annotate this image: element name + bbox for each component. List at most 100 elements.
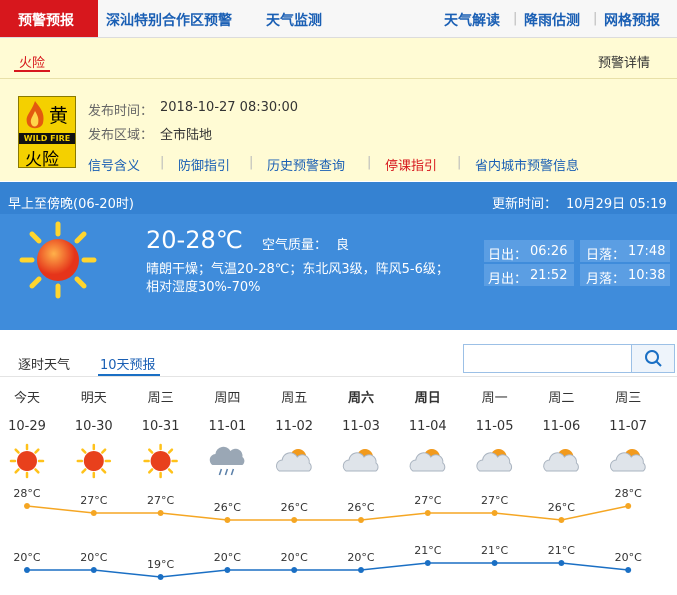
temp-point [157, 574, 164, 580]
weather-icon [143, 443, 178, 479]
temp-line [26, 505, 629, 521]
weather-icon [476, 449, 513, 472]
temp-point [558, 560, 565, 566]
forecast-chart: 今天 10-29 明天 10-30 周三 10-31 周四 11-01 周五 11-02 周六 11-… [8, 390, 647, 580]
ray [34, 448, 40, 454]
warning-sign: 黄 WILD FIRE 火险 [18, 96, 76, 170]
ray [14, 468, 20, 474]
temp-label: 26°C [281, 501, 308, 514]
astro-time: 10:38 [628, 268, 666, 283]
desc: 相对湿度30%-70% [146, 280, 261, 295]
nav-active-bg [0, 0, 98, 37]
astro-box [484, 240, 574, 262]
day-label: 周二 [548, 391, 574, 406]
ray [101, 468, 107, 474]
sep: | [457, 155, 462, 170]
divider [0, 376, 677, 377]
ray [81, 468, 87, 474]
date-label: 11-01 [209, 419, 247, 434]
divider [0, 78, 677, 79]
sun-icon [19, 221, 97, 299]
temp-point [90, 567, 97, 573]
temp-point [90, 510, 97, 516]
cloud [276, 452, 312, 472]
drop [230, 468, 235, 476]
day-label: 明天 [81, 391, 107, 406]
label: 发布时间： [88, 104, 154, 119]
air-quality: 良 [336, 238, 350, 253]
sun [83, 451, 104, 471]
search-icon [645, 350, 662, 367]
sign-caption: WILD FIRE [19, 133, 75, 144]
nav-bar: 预警预报 深汕特别合作区预警 天气监测 天气解读 | 降雨估测 | 网格预报 [0, 0, 677, 38]
sep: | [593, 11, 598, 26]
ray [148, 448, 154, 454]
cloud [610, 452, 646, 472]
date-label: 10-29 [8, 419, 46, 434]
date-label: 11-06 [543, 419, 581, 434]
search-button[interactable] [631, 344, 675, 373]
ray [148, 468, 154, 474]
nav-link[interactable]: 降雨估测 [524, 13, 580, 29]
temp-label: 20°C [13, 551, 40, 564]
link[interactable]: 防御指引 [178, 159, 231, 174]
tab-underline [14, 70, 50, 72]
flame-icon [26, 101, 44, 129]
link[interactable]: 停课指引 [385, 159, 438, 174]
tab[interactable]: 逐时天气 [18, 358, 71, 373]
link[interactable]: 历史预警查询 [267, 159, 346, 174]
date-label: 11-05 [476, 419, 514, 434]
search-input[interactable] [463, 344, 632, 373]
temp-label: 20°C [214, 551, 241, 564]
label: 月落： [586, 272, 626, 287]
temp-point [24, 503, 30, 509]
nav-tab[interactable]: 预警预报 [18, 13, 74, 29]
temp-point [558, 517, 565, 523]
temp-label: 27°C [414, 494, 441, 507]
temp-point [358, 517, 364, 523]
nav-link[interactable]: 网格预报 [604, 13, 660, 29]
temp-point [491, 560, 498, 566]
warning-tab[interactable]: 火险 [19, 56, 46, 71]
temp-label: 26°C [347, 501, 374, 514]
sep: | [249, 155, 254, 170]
astro-time: 17:48 [628, 244, 666, 259]
tab[interactable]: 10天预报 [100, 358, 156, 373]
today-panel: 早上至傍晚(06-20时) 更新时间： 10月29日 05:19 20-28℃ … [0, 182, 677, 330]
label: 日出： [488, 248, 528, 263]
temp-line [27, 562, 629, 578]
temp-label: 20°C [80, 551, 107, 564]
detail-link[interactable]: 预警详情 [598, 56, 651, 71]
nav-link[interactable]: 天气监测 [266, 13, 322, 29]
link[interactable]: 信号含义 [88, 159, 141, 174]
weather-icon [9, 443, 45, 479]
today-header [0, 182, 677, 214]
label: 发布区域： [88, 128, 154, 143]
date-label: 11-03 [342, 419, 380, 434]
temp-label: 20°C [281, 551, 308, 564]
link[interactable]: 省内城市预警信息 [475, 159, 580, 174]
sun [150, 451, 171, 471]
drop [224, 468, 229, 476]
weather-icon [342, 449, 379, 472]
temp-label: 27°C [481, 494, 508, 507]
date-label: 11-02 [275, 419, 313, 434]
temp-point [625, 503, 632, 509]
sun [17, 451, 37, 471]
temp-label: 21°C [414, 544, 441, 557]
astro-time: 21:52 [530, 268, 568, 283]
temp-label: 28°C [615, 487, 642, 500]
temp-label: 21°C [548, 544, 575, 557]
astro-box [484, 264, 574, 286]
sep: | [367, 155, 372, 170]
sep: | [513, 11, 518, 26]
label: 日落： [586, 248, 626, 263]
temp-range: 20-28℃ [146, 226, 243, 254]
nav-link[interactable]: 天气解读 [444, 13, 500, 29]
date-label: 11-04 [409, 419, 447, 434]
day-label: 周四 [214, 391, 240, 406]
temp-point [424, 510, 431, 516]
nav-link[interactable]: 深汕特别合作区预警 [106, 13, 232, 29]
ray [167, 468, 174, 474]
astro-time: 06:26 [530, 244, 568, 259]
